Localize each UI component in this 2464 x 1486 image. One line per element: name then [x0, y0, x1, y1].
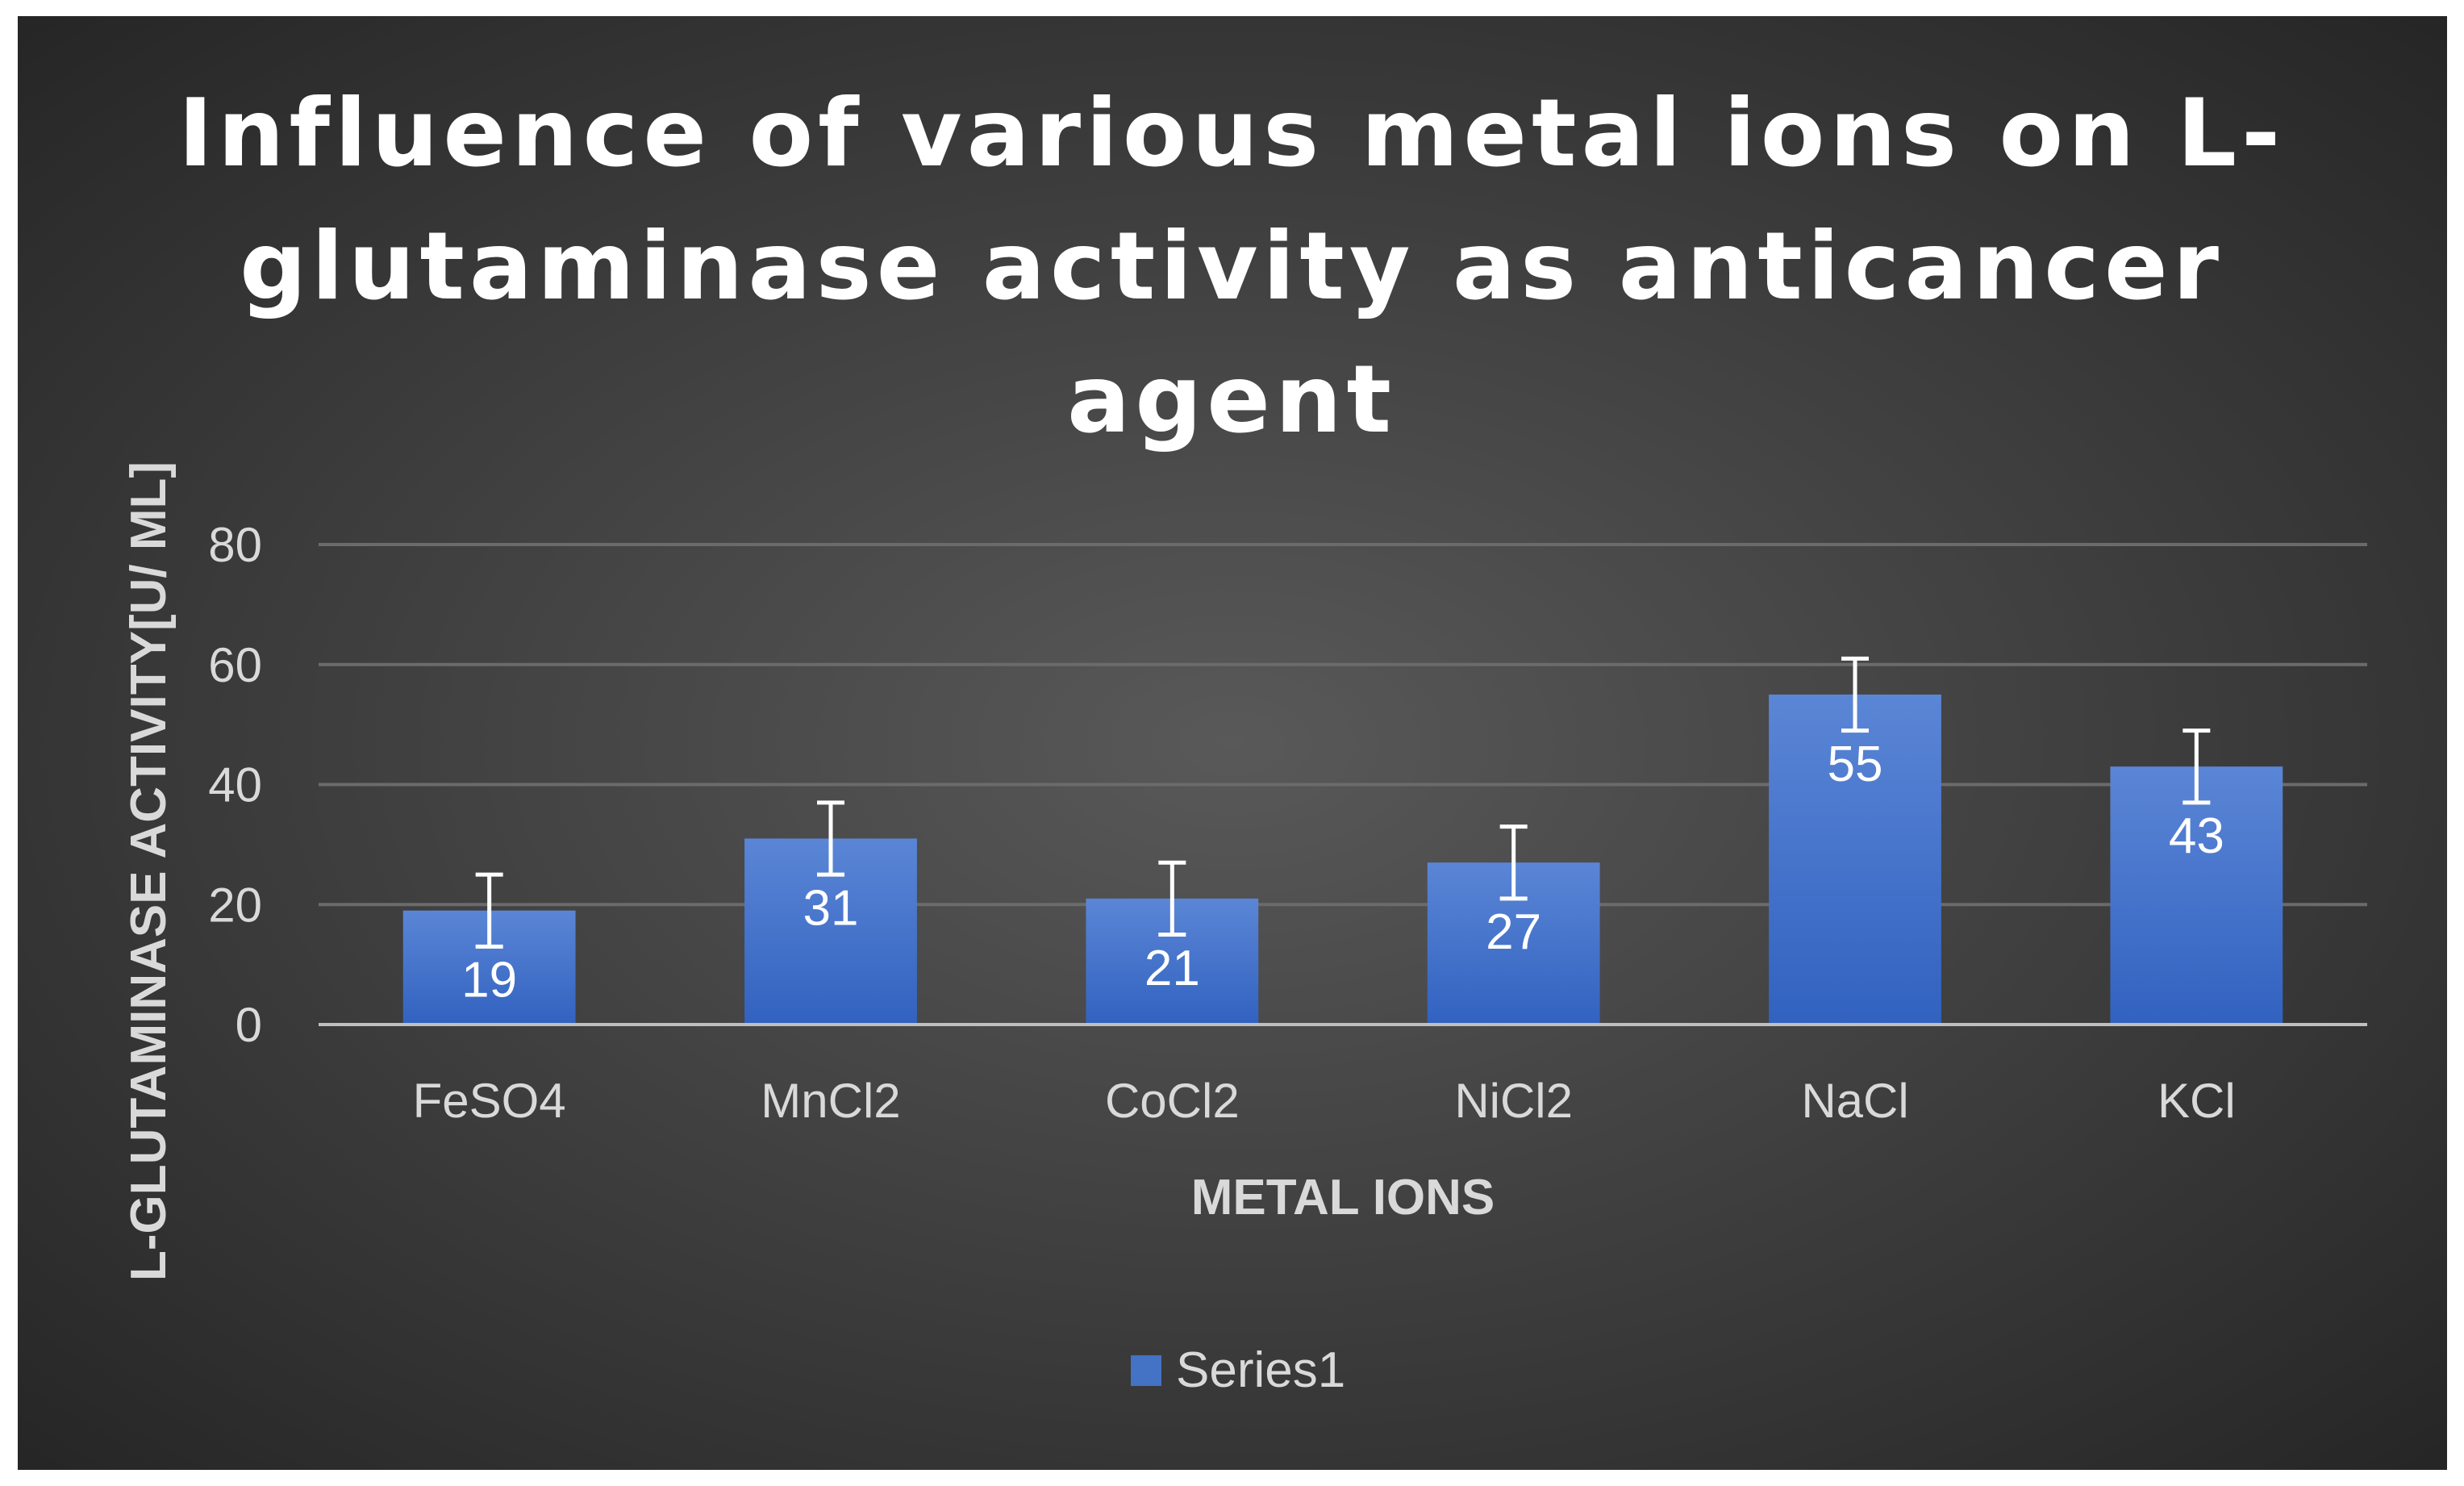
data-label: 55 [1828, 737, 1883, 792]
legend-swatch [1131, 1355, 1161, 1386]
chart-title: Influence of various metal ions on L- gl… [178, 79, 2285, 454]
y-axis-ticks: 0 20 40 60 80 [208, 518, 262, 1052]
x-tick-label: NiCl2 [1454, 1074, 1573, 1128]
legend-label: Series1 [1176, 1342, 1345, 1398]
data-label: 21 [1144, 941, 1200, 996]
data-label: 19 [461, 953, 517, 1008]
error-bar [475, 872, 503, 949]
bar [1769, 694, 1941, 1025]
data-label: 43 [2169, 808, 2224, 864]
chart-title-line-1: Influence of various metal ions on L- [178, 79, 2285, 188]
error-bar [1499, 824, 1528, 901]
y-tick-label: 0 [236, 998, 262, 1052]
data-label: 31 [803, 880, 859, 936]
data-labels: 19 31 21 27 55 43 [461, 737, 2224, 1008]
legend: Series1 [1131, 1342, 1345, 1398]
error-bars [475, 656, 2211, 949]
bars [402, 694, 2283, 1025]
error-bar [1841, 656, 1869, 733]
chart-background [18, 16, 2447, 1470]
y-axis-title: L-GLUTAMINASE ACTIVITY[U/ ML] [121, 461, 177, 1281]
x-tick-label: NaCl [1801, 1074, 1908, 1128]
gridlines [319, 543, 2367, 907]
y-tick-label: 80 [208, 518, 262, 572]
x-axis-categories: FeSO4 MnCl2 CoCl2 NiCl2 NaCl KCl [413, 1074, 2236, 1128]
bar [2110, 766, 2283, 1025]
error-bar [2183, 728, 2211, 805]
error-bar [817, 800, 844, 877]
x-axis-title: METAL IONS [1191, 1170, 1495, 1225]
x-tick-label: FeSO4 [413, 1074, 566, 1128]
y-tick-label: 60 [208, 638, 262, 692]
x-tick-label: MnCl2 [761, 1074, 900, 1128]
y-tick-label: 40 [208, 758, 262, 812]
chart-title-line-2: glutaminase activity as anticancer [240, 212, 2224, 321]
x-tick-label: KCl [2158, 1074, 2236, 1128]
error-bar [1158, 860, 1186, 937]
x-tick-label: CoCl2 [1105, 1074, 1240, 1128]
data-label: 27 [1486, 904, 1541, 960]
chart-title-line-3: agent [1067, 345, 1396, 454]
y-tick-label: 20 [208, 878, 262, 932]
